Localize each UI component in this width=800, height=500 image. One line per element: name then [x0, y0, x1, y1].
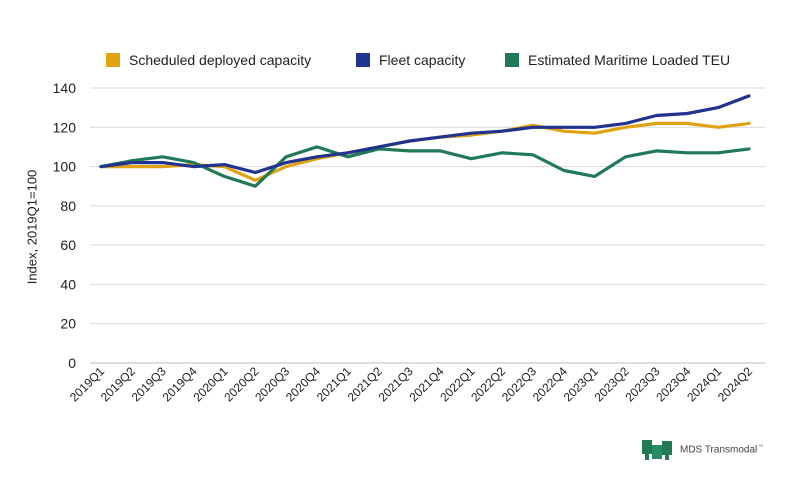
x-tick-label: 2024Q2 — [715, 364, 755, 404]
legend-swatch-fleet — [356, 53, 370, 67]
logo-name: MDS Transmodal — [680, 444, 758, 456]
legend-label-teu: Estimated Maritime Loaded TEU — [528, 52, 731, 68]
series-line-estimated-maritime-loaded-teu — [99, 145, 751, 188]
legend-item-teu: Estimated Maritime Loaded TEU — [505, 52, 730, 68]
x-tick-labels: 2019Q12019Q22019Q32019Q42020Q12020Q22020… — [67, 364, 755, 404]
series-line-fleet-capacity — [99, 94, 751, 175]
legend-item-scheduled: Scheduled deployed capacity — [106, 52, 311, 68]
logo-trademark: ™ — [758, 444, 764, 451]
y-tick-label: 120 — [53, 119, 77, 135]
legend-label-scheduled: Scheduled deployed capacity — [129, 52, 312, 68]
y-tick-label: 20 — [60, 316, 76, 332]
y-tick-labels: 0 20 40 60 80 100 120 140 — [53, 80, 77, 371]
logo-text: MDS Transmodal™ — [680, 444, 763, 455]
y-axis-label: Index, 2019Q1=100 — [24, 169, 40, 285]
brand-logo: MDS Transmodal™ — [640, 437, 763, 463]
legend-item-fleet: Fleet capacity — [356, 52, 465, 68]
legend: Scheduled deployed capacity Fleet capaci… — [0, 52, 800, 76]
mds-transmodal-logo-icon — [642, 440, 672, 460]
grid-lines — [90, 87, 765, 364]
y-tick-label: 100 — [53, 159, 77, 175]
legend-label-fleet: Fleet capacity — [379, 52, 466, 68]
y-tick-label: 0 — [68, 355, 76, 371]
legend-swatch-scheduled — [106, 53, 120, 67]
y-tick-label: 140 — [53, 80, 77, 96]
y-tick-label: 80 — [60, 198, 76, 214]
y-tick-label: 40 — [60, 276, 76, 292]
legend-swatch-teu — [505, 53, 519, 67]
series-lines — [99, 94, 751, 188]
y-tick-label: 60 — [60, 237, 76, 253]
